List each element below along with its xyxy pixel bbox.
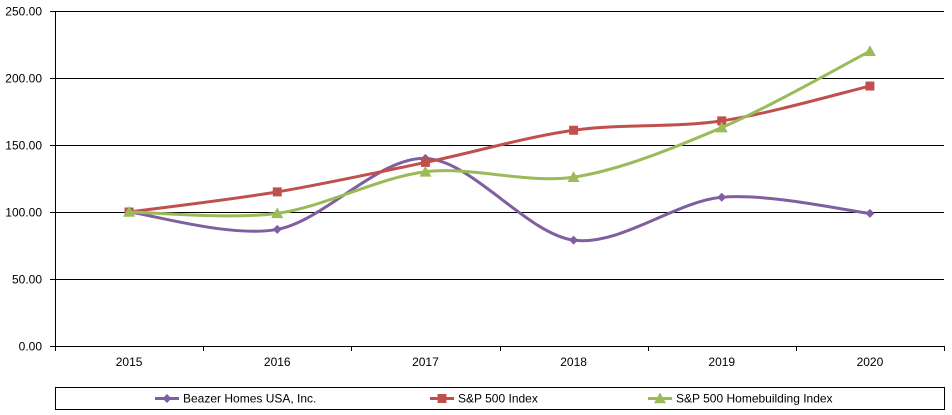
legend-entry: Beazer Homes USA, Inc. <box>155 392 316 406</box>
x-tick-label: 2017 <box>412 355 439 369</box>
legend-entry: S&P 500 Index <box>430 392 538 406</box>
x-tick-label: 2015 <box>116 355 143 369</box>
data-point <box>863 45 876 56</box>
data-point <box>865 208 875 218</box>
y-tick-label: 50.00 <box>12 273 42 287</box>
series-line <box>127 156 872 243</box>
series-line <box>127 49 872 218</box>
legend-marker <box>162 394 172 403</box>
y-axis-tick-labels: 0.00 50.00 100.00 150.00 200.00 250.00 <box>5 5 42 354</box>
y-tick-label: 150.00 <box>5 139 42 153</box>
data-point <box>865 81 875 91</box>
legend-label: S&P 500 Index <box>458 392 538 406</box>
data-point <box>569 235 579 245</box>
data-point <box>272 187 282 197</box>
y-tick-label: 250.00 <box>5 5 42 19</box>
data-point <box>123 206 136 217</box>
legend-box <box>55 387 945 410</box>
y-tick-label: 100.00 <box>5 206 42 220</box>
x-tick-label: 2019 <box>708 355 735 369</box>
x-axis-tick-labels: 2015 2016 2017 2018 2019 2020 <box>116 355 884 369</box>
legend-marker <box>654 392 666 404</box>
axes <box>50 11 945 351</box>
x-tick-label: 2020 <box>857 355 884 369</box>
x-tick-label: 2016 <box>264 355 291 369</box>
data-point <box>272 224 282 234</box>
series-line <box>127 84 872 214</box>
data-point <box>569 125 579 135</box>
y-tick-label: 0.00 <box>19 340 43 354</box>
data-point <box>715 121 728 133</box>
legend-label: S&P 500 Homebuilding Index <box>676 392 833 406</box>
data-point <box>567 171 580 182</box>
legend-marker <box>437 394 447 403</box>
legend-entry: S&P 500 Homebuilding Index <box>648 392 833 406</box>
data-point <box>419 165 432 177</box>
y-tick-label: 200.00 <box>5 72 42 86</box>
data-point <box>717 116 727 126</box>
data-point <box>717 192 727 202</box>
legend: Beazer Homes USA, Inc. S&P 500 Index S&P 5… <box>55 387 945 410</box>
legend-label: Beazer Homes USA, Inc. <box>183 392 316 406</box>
x-tick-label: 2018 <box>560 355 587 369</box>
gridlines <box>55 11 944 347</box>
data-point <box>271 207 284 219</box>
series-2 <box>123 45 876 219</box>
series-layer <box>123 45 876 245</box>
data-point <box>420 157 430 167</box>
